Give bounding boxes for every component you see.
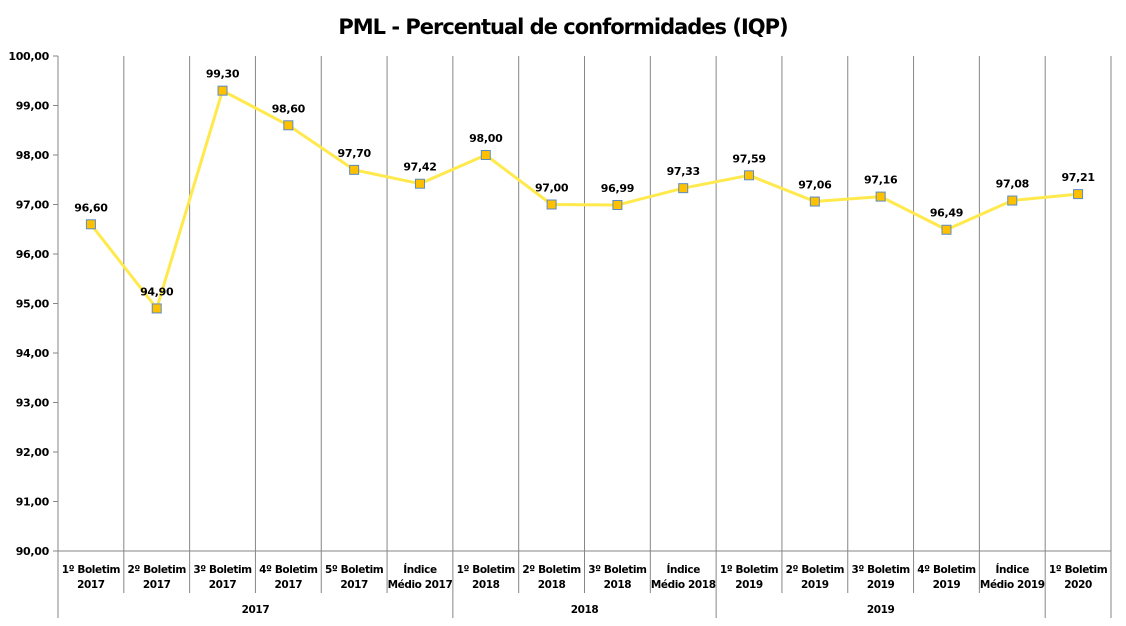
data-point (85, 219, 96, 230)
data-label: 97,08 (996, 178, 1029, 191)
data-label: 97,00 (535, 182, 569, 195)
y-tick-label: 93,00 (16, 397, 50, 410)
x-tick-label: 3º Boletim (851, 564, 910, 576)
y-tick-label: 90,00 (16, 545, 50, 558)
y-tick-label: 99,00 (16, 100, 50, 113)
data-label: 97,33 (667, 165, 700, 178)
data-label: 98,00 (469, 132, 503, 145)
data-point (678, 183, 689, 194)
x-tick-label: 2º Boletim (522, 564, 581, 576)
y-tick-label: 100,00 (8, 50, 49, 63)
data-label: 97,16 (864, 174, 898, 187)
data-label: 97,06 (798, 179, 832, 192)
x-group-label: 2017 (242, 604, 270, 616)
data-label: 97,59 (732, 152, 765, 165)
x-tick-label: 2017 (143, 579, 171, 591)
x-tick-label: 2018 (538, 579, 566, 591)
x-tick-label: 4º Boletim (917, 564, 976, 576)
y-tick-label: 97,00 (16, 199, 50, 212)
data-point (612, 199, 623, 210)
x-tick-label: 3º Boletim (193, 564, 252, 576)
x-tick-label: 1º Boletim (1049, 564, 1108, 576)
x-tick-label: Índice (666, 563, 700, 576)
data-point (480, 150, 491, 160)
data-point (1007, 195, 1018, 206)
data-label: 94,90 (140, 285, 174, 298)
x-tick-label: 4º Boletim (259, 564, 318, 576)
data-label: 96,99 (601, 182, 634, 195)
x-tick-label: 2º Boletim (128, 564, 187, 576)
data-point (744, 170, 755, 181)
x-tick-label: 2º Boletim (786, 564, 845, 576)
data-label: 98,60 (272, 102, 306, 115)
x-tick-label: 5º Boletim (325, 564, 384, 576)
x-tick-label: Médio 2019 (980, 579, 1045, 591)
y-tick-label: 98,00 (16, 149, 50, 162)
data-point (349, 164, 360, 175)
data-label: 96,60 (74, 201, 108, 214)
data-label: 97,70 (338, 147, 372, 160)
data-point (1073, 189, 1084, 200)
x-tick-label: Médio 2018 (651, 579, 716, 591)
x-group-label: 2018 (571, 604, 599, 616)
data-point (283, 120, 294, 131)
x-tick-label: 3º Boletim (588, 564, 647, 576)
x-tick-label: Médio 2017 (388, 579, 453, 591)
x-tick-label: 2017 (209, 579, 237, 591)
data-point (546, 199, 557, 210)
x-tick-label: 2019 (801, 579, 829, 591)
x-tick-label: 2019 (735, 579, 763, 591)
x-tick-label: 2017 (275, 579, 303, 591)
x-group-label: 2019 (867, 604, 895, 616)
data-point (414, 178, 425, 189)
x-tick-label: 2018 (604, 579, 632, 591)
data-label: 99,30 (206, 68, 240, 81)
chart-title: PML - Percentual de conformidades (IQP) (338, 15, 787, 39)
x-tick-label: 2019 (867, 579, 895, 591)
y-tick-label: 96,00 (16, 248, 50, 261)
data-point (151, 303, 162, 314)
data-point (809, 196, 820, 207)
y-tick-label: 91,00 (16, 496, 50, 509)
y-tick-label: 94,00 (16, 347, 50, 360)
data-point (875, 191, 886, 202)
x-tick-label: 2017 (77, 579, 105, 591)
x-tick-label: 1º Boletim (720, 564, 779, 576)
x-tick-label: 1º Boletim (457, 564, 516, 576)
data-label: 97,21 (1061, 171, 1094, 184)
x-tick-label: 1º Boletim (62, 564, 121, 576)
x-tick-label: Índice (996, 563, 1030, 576)
x-tick-label: 2018 (472, 579, 500, 591)
x-tick-label: Índice (403, 563, 437, 576)
data-label: 96,49 (930, 207, 963, 220)
y-tick-label: 95,00 (16, 298, 50, 311)
x-tick-label: 2020 (1064, 579, 1092, 591)
data-label: 97,42 (403, 161, 436, 174)
data-point (941, 224, 952, 235)
y-tick-label: 92,00 (16, 446, 50, 459)
data-point (217, 85, 228, 96)
x-tick-label: 2019 (933, 579, 961, 591)
series-line (89, 89, 1079, 310)
x-tick-label: 2017 (340, 579, 368, 591)
